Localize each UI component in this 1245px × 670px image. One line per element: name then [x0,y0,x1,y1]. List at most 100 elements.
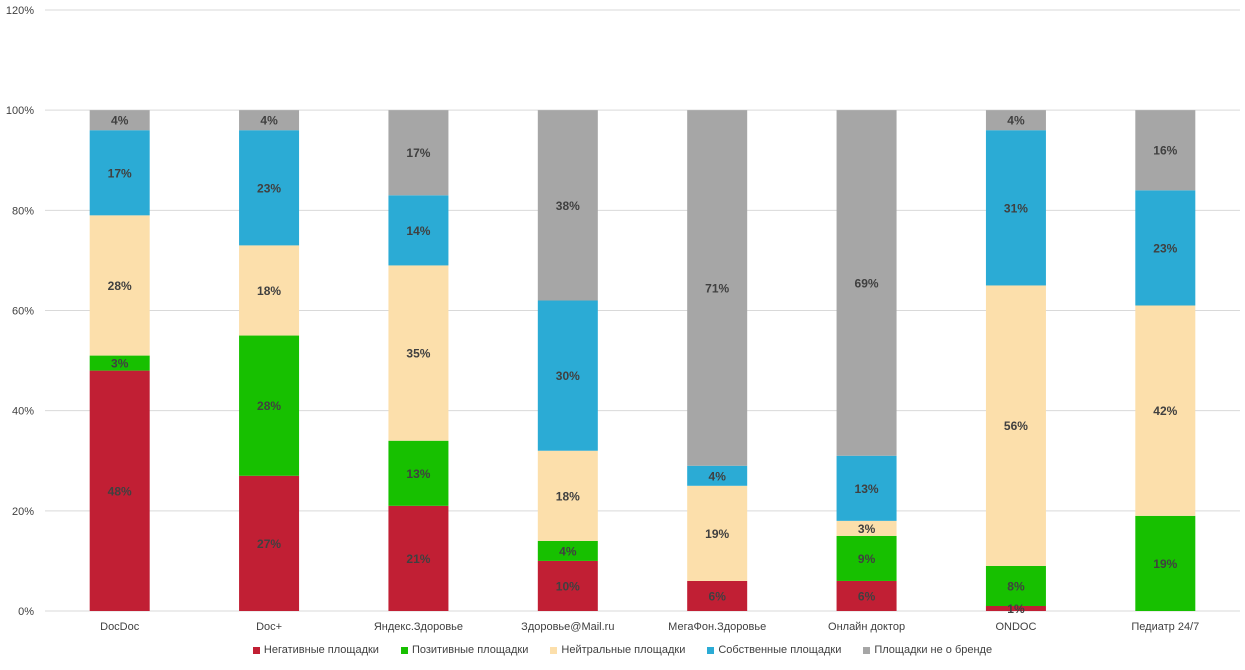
bar-segment [239,335,300,476]
bar-segment [1135,190,1196,306]
bar-segment [985,110,1046,131]
bar-segment [537,560,598,611]
data-label: 13% [855,482,879,496]
x-tick-label: DocDoc [100,621,140,633]
data-label: 9% [858,552,876,566]
data-label: 19% [705,527,729,541]
bar-segment [537,300,598,451]
legend-item: Собственные площадки [707,644,841,656]
data-label: 6% [709,589,727,603]
data-label: 23% [257,181,281,195]
bar-segment [985,605,1046,611]
bar-segment [388,195,449,266]
bar-segment [687,580,748,611]
legend-swatch [707,646,715,654]
data-label: 4% [559,544,577,558]
data-label: 27% [257,537,281,551]
data-label: 56% [1004,419,1028,433]
bar-segment [388,265,449,441]
legend-item: Нейтральные площадки [550,644,685,656]
legend-label: Негативные площадки [263,644,379,656]
data-label: 42% [1153,404,1177,418]
bar-segment [836,580,897,611]
bar-segment [537,540,598,561]
legend: Негативные площадки Позитивные площадки Не… [0,644,1245,656]
bar-segment [89,370,150,611]
x-tick-label: Яндекс.Здоровье [374,621,463,633]
data-label: 17% [406,146,430,160]
data-label: 16% [1153,144,1177,158]
data-label: 30% [556,369,580,383]
data-label: 3% [858,522,876,536]
data-label: 19% [1153,557,1177,571]
data-label: 4% [260,114,278,128]
data-label: 21% [406,552,430,566]
data-label: 8% [1007,579,1025,593]
data-label: 13% [406,467,430,481]
bar-segment [239,475,300,611]
bar-segment [537,110,598,301]
y-tick-label: 100% [6,105,34,117]
legend-item: Негативные площадки [252,644,379,656]
bar-segment [1135,305,1196,516]
bar-segment [537,450,598,541]
data-labels: 48% 3% 28% 17% 4% 27% 28% 18% 23% 4% 21% 13% 35% 14% 1… [108,114,1178,616]
data-label: 71% [705,281,729,295]
data-label: 18% [257,284,281,298]
bar-segment [687,485,748,581]
data-label: 3% [111,357,129,371]
bar-segment [1135,515,1196,611]
x-tick-label: ONDOC [995,621,1036,633]
x-tick-label: Doc+ [256,621,282,633]
data-label: 6% [858,589,876,603]
data-label: 48% [108,484,132,498]
bar-segment [89,215,150,356]
bar-segment [89,355,150,371]
bar-segment [836,110,897,456]
legend-swatch [550,646,558,654]
legend-label: Нейтральные площадки [561,644,686,656]
legend-swatch [252,646,260,654]
bar-segment [239,130,300,246]
bar-segment [89,130,150,216]
y-tick-label: 0% [18,606,34,618]
bar-segment [388,440,449,506]
bar-segment [836,520,897,536]
y-tick-label: 60% [12,306,34,318]
y-tick-label: 40% [12,406,34,418]
x-tick-label: МегаФон.Здоровье [668,621,766,633]
x-axis-ticks: DocDoc Doc+ Яндекс.Здоровье Здоровье@Mail.r… [100,621,1199,633]
legend-label: Собственные площадки [718,644,842,656]
bar-segment [388,110,449,196]
data-label: 4% [1007,114,1025,128]
data-label: 4% [709,469,727,483]
data-label: 1% [1007,602,1025,616]
bar-segment [89,110,150,131]
bar-segment [985,130,1046,286]
bar-segment [239,245,300,336]
data-label: 17% [108,166,132,180]
data-label: 10% [556,579,580,593]
bar-segment [388,505,449,611]
bar-segment [687,110,748,466]
legend-label: Позитивные площадки [411,644,529,656]
bar-segment [985,285,1046,566]
bars [89,110,1196,611]
data-label: 28% [257,399,281,413]
data-label: 18% [556,489,580,503]
legend-swatch [400,646,408,654]
bar-segment [239,110,300,131]
bar-segment [985,565,1046,606]
y-tick-label: 80% [12,205,34,217]
grid-lines [45,9,1240,612]
data-label: 38% [556,199,580,213]
bar-segment [836,455,897,521]
data-label: 14% [406,224,430,238]
x-tick-label: Онлайн доктор [828,621,905,633]
x-tick-label: Здоровье@Mail.ru [521,621,614,633]
bar-segment [687,465,748,486]
legend-swatch [863,646,871,654]
data-label: 31% [1004,201,1028,215]
legend-item: Позитивные площадки [400,644,529,656]
